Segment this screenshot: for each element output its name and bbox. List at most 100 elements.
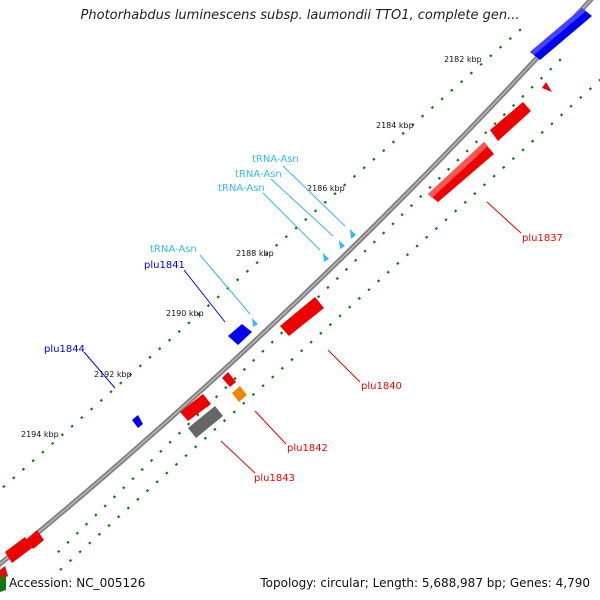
gene-labels: plu1841 plu1844 plu1837 plu1840 plu1842 … [44,233,563,484]
tick-dot [128,372,133,377]
gene-red-small-top[interactable] [542,82,552,92]
tick-dot [489,54,493,58]
gene-label-plu1843: plu1843 [254,473,295,484]
tick-dot [270,340,274,344]
kbp-label-2182: 2182 kbp [444,55,482,64]
tick-dot [203,436,207,440]
gene-plu1844[interactable] [132,415,143,428]
tick-dot [97,532,102,536]
tick-dot [502,112,506,117]
callout-plu1841 [183,269,226,323]
tick-dot [107,523,111,528]
gene-plu1837[interactable] [428,142,494,202]
tick-dot [261,349,265,353]
tick-dot [352,174,357,179]
map-title: Photorhabdus luminescens subsp. laumondi… [80,8,520,23]
tick-dot [279,331,284,335]
tick-dot [382,231,386,235]
tick-dot [261,384,265,388]
tick-dot [265,252,269,256]
gene-plu1843[interactable] [188,406,223,438]
tick-dot [420,114,425,118]
kbp-label-2190: 2190 kbp [166,309,204,318]
trna-labels: tRNA-Asn tRNA-Asn tRNA-Asn tRNA-Asn [150,154,299,255]
gene-label-plu1840: plu1840 [361,381,402,392]
trna-gene-3[interactable] [323,253,329,262]
gene-label-plu1841: plu1841 [144,260,185,271]
tick-dot [344,267,349,271]
tick-dot [530,139,535,143]
tick-dot [425,235,429,239]
tick-dot [197,312,201,316]
trna-gene-2[interactable] [339,240,345,249]
callout-trna-2 [270,178,334,237]
tick-dot [354,258,358,262]
trna-gene-1[interactable] [350,229,356,239]
tick-dot [444,218,448,222]
tick-dot [319,331,323,335]
gene-green-edge[interactable] [0,574,6,592]
trna-gene-4[interactable] [252,318,258,327]
genome-backbone-highlight [0,0,592,565]
tick-dot [12,476,16,480]
tick-dot [126,506,130,510]
tick-dot [588,87,593,91]
callout-plu1843 [220,440,256,474]
tick-dot [119,381,123,385]
gene-label-plu1844: plu1844 [44,344,85,355]
tick-dot [382,148,386,153]
tick-dot [465,149,469,153]
tick-dot [149,458,154,463]
tick-dot [174,462,179,467]
tick-dot [245,269,250,273]
callout-lines [83,165,522,474]
tick-dot [498,45,503,49]
tick-dot [446,167,451,171]
gene-red-bottom-2[interactable] [26,530,44,549]
gene-plu1842[interactable] [232,386,247,402]
tick-dot [116,515,121,519]
gene-plu1840[interactable] [280,297,324,336]
tick-dot [78,550,82,554]
tick-dot [50,441,55,446]
trna-label-3: tRNA-Asn [218,183,265,194]
tick-dot [326,285,330,290]
tick-dot [333,192,337,196]
tick-dot [479,62,483,67]
callout-plu1842 [254,410,287,445]
tick-dot [550,122,554,126]
kbp-label-2194: 2194 kbp [21,430,59,439]
tick-dot [559,113,564,117]
tick-dot [222,419,227,423]
tick-dot [482,183,487,187]
tick-dot [304,217,308,222]
tick-dot [255,260,259,265]
tick-dot [428,185,432,190]
tick-dot [415,244,419,248]
gene-blue-top[interactable] [530,8,592,60]
tick-dot [187,422,191,426]
gene-plu1837-shade [428,142,488,198]
gene-red-upper[interactable] [490,102,531,141]
gene-label-plu1837: plu1837 [522,233,563,244]
tick-dot [338,314,342,318]
tick-dot [232,410,236,414]
tick-dot [214,395,219,399]
tick-dot [493,122,497,126]
callout-plu1837 [486,201,522,234]
tick-dot [194,445,198,449]
tick-row-right [59,78,600,571]
tick-dot [463,200,467,204]
gene-red-bottom-1[interactable] [5,537,32,563]
tick-dot [473,191,477,196]
kbp-label-2186: 2186 kbp [307,184,345,193]
tick-dot [88,541,92,545]
tick-dot [66,540,70,544]
gene-red-small-mid[interactable] [222,372,236,387]
gene-plu1841[interactable] [228,324,252,345]
tick-dot [122,486,126,490]
gene-red-lower[interactable] [180,394,211,421]
tick-dot [136,497,140,501]
tick-dot [335,276,339,281]
